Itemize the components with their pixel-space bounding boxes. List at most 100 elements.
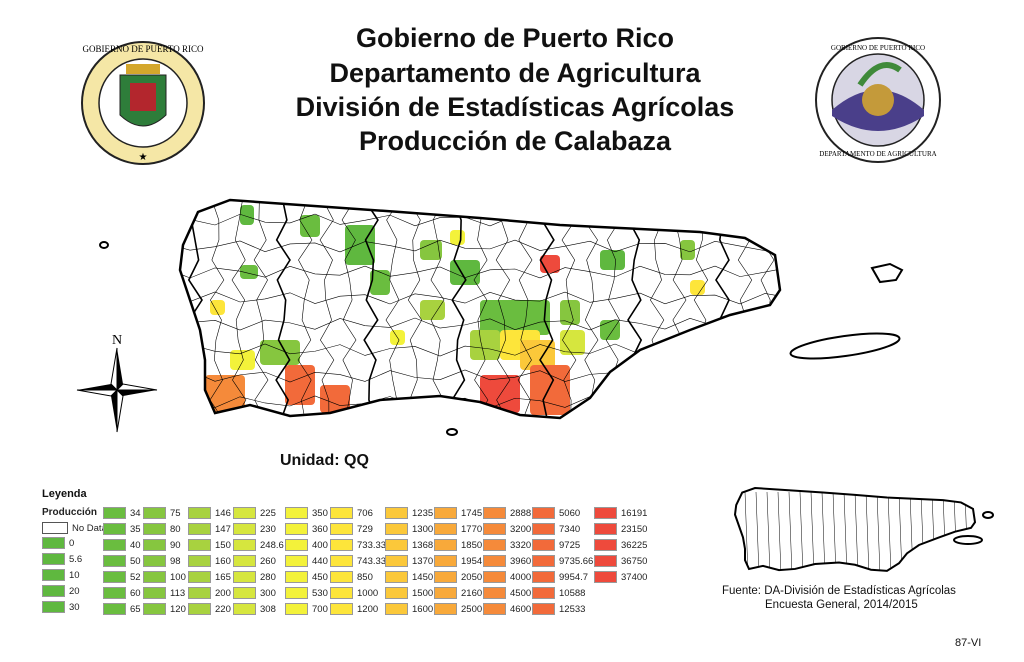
legend-swatch [143, 523, 166, 535]
legend-value: 2160 [461, 588, 483, 599]
legend-value: 4500 [510, 588, 532, 599]
legend-swatch [483, 587, 506, 599]
municipality-production-fill [690, 280, 705, 295]
municipality-production-fill [480, 375, 520, 413]
legend-swatch [42, 585, 65, 597]
municipality-production-fill [205, 375, 245, 413]
island-outline [178, 198, 782, 420]
legend-value: 1954 [461, 556, 483, 567]
legend-value: 34 [130, 508, 141, 519]
legend-swatch [188, 571, 211, 583]
legend-value: 0 [69, 538, 75, 549]
legend-value: 40 [130, 540, 141, 551]
legend-swatch [143, 555, 166, 567]
legend-value: 90 [170, 540, 181, 551]
legend-value: 160 [215, 556, 231, 567]
legend-swatch [103, 539, 126, 551]
legend-value: 1370 [412, 556, 434, 567]
legend-value: 3960 [510, 556, 532, 567]
legend-value: 706 [357, 508, 373, 519]
legend-swatch [434, 539, 457, 551]
legend-swatch [532, 507, 555, 519]
source-line-2: Encuesta General, 2014/2015 [765, 599, 918, 611]
legend-value: 260 [260, 556, 276, 567]
legend-swatch [103, 523, 126, 535]
municipality-boundary [231, 200, 247, 418]
legend-swatch [103, 571, 126, 583]
municipality-production-fill [480, 300, 550, 335]
legend-swatch [188, 603, 211, 615]
municipality-production-fill [600, 250, 625, 270]
legend-swatch [594, 571, 617, 583]
legend-swatch [233, 571, 256, 583]
legend-swatch [103, 555, 126, 567]
inset-boundary [810, 491, 815, 571]
barrio-boundary [180, 317, 780, 331]
legend-swatch [330, 539, 353, 551]
inset-boundary [821, 491, 826, 571]
legend-swatch [532, 603, 555, 615]
inset-boundary [755, 491, 760, 571]
legend-field-label: Producción [42, 507, 98, 518]
barrio-boundary [180, 291, 780, 305]
legend-swatch [385, 555, 408, 567]
municipality-boundary [341, 200, 357, 418]
municipality-production-fill [345, 225, 375, 265]
legend-swatch [143, 507, 166, 519]
legend-swatch [532, 539, 555, 551]
legend-value: 165 [215, 572, 231, 583]
municipality-boundary [782, 190, 796, 420]
barrio-boundary [175, 422, 790, 434]
legend-value: 35 [130, 524, 141, 535]
inset-boundary [777, 491, 782, 571]
municipality-production-fill [420, 300, 445, 320]
legend-value: 2888 [510, 508, 532, 519]
legend-swatch [103, 587, 126, 599]
legend-swatch [594, 507, 617, 519]
legend-swatch [385, 587, 408, 599]
culebra-island [870, 262, 904, 284]
municipality-boundary [275, 200, 291, 418]
legend-value: 248.6 [260, 540, 284, 551]
legend-value: 20 [69, 586, 80, 597]
legend-value: 1770 [461, 524, 483, 535]
legend-swatch [143, 587, 166, 599]
legend-label-no-data: No Data [72, 523, 107, 534]
legend-value: 5.6 [69, 554, 83, 565]
legend-value: 360 [312, 524, 328, 535]
legend-value: 98 [170, 556, 181, 567]
municipality-boundary [473, 200, 489, 418]
inset-boundary [887, 491, 892, 571]
municipality-production-fill [600, 320, 620, 340]
inset-boundary [832, 491, 837, 571]
legend-value: 1850 [461, 540, 483, 551]
agriculture-department-seal-logo: GOBIERNO DE PUERTO RICO DEPARTAMENTO DE … [815, 37, 941, 163]
legend-value: 1745 [461, 508, 483, 519]
municipality-boundary [297, 200, 313, 418]
municipality-boundary [385, 200, 401, 418]
legend-value: 1600 [412, 604, 434, 615]
inset-boundary [865, 491, 870, 571]
legend-swatch [532, 571, 555, 583]
municipality-production-fill [240, 205, 254, 225]
legend-swatch [188, 587, 211, 599]
legend-value: 37400 [621, 572, 648, 583]
legend-swatch [188, 555, 211, 567]
inset-boundary [854, 491, 859, 571]
north-label: N [112, 333, 122, 348]
puerto-rico-municipality-map [99, 190, 904, 436]
municipality-production-fill [530, 365, 570, 415]
municipality-production-fill [470, 330, 500, 360]
inset-boundary [788, 491, 793, 571]
north-arrow-compass-icon: N [76, 333, 158, 433]
legend-swatch [594, 555, 617, 567]
municipality-production-fill [420, 240, 442, 260]
title-government: Gobierno de Puerto Rico [355, 23, 675, 53]
svg-text:★: ★ [139, 152, 148, 163]
municipality-production-fill [560, 300, 580, 325]
legend-swatch [285, 587, 308, 599]
legend-swatch [103, 603, 126, 615]
municipality-boundary [407, 200, 423, 418]
